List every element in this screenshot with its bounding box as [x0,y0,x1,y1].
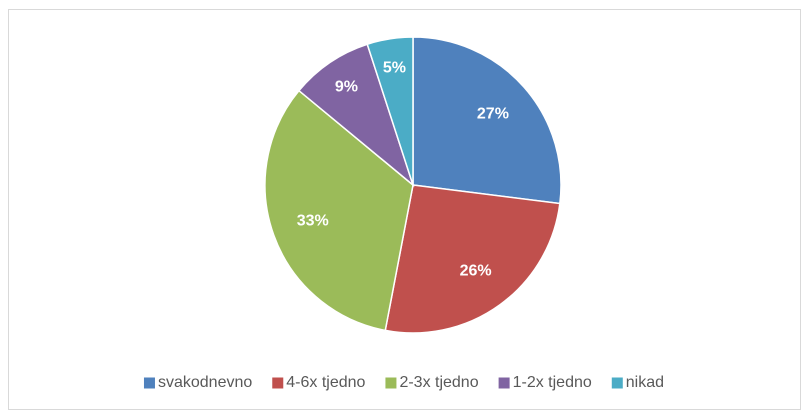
legend-swatch [272,377,284,389]
legend: svakodnevno 4-6x tjedno 2-3x tjedno 1-2x tj… [143,374,664,391]
legend-swatch [498,377,510,389]
legend-swatch [385,377,397,389]
slice-label: 26% [460,262,492,279]
pie-slice [264,89,414,332]
slice-labels: 27% 26% 33% 9% 5% [297,59,509,279]
legend-label: 1-2x tjedno [513,374,592,391]
pie-slice [297,43,415,188]
pie-slice [384,184,561,334]
legend-label: 2-3x tjedno [399,374,478,391]
legend-swatch [143,377,155,389]
pie [264,36,562,334]
legend-label: svakodnevno [158,374,252,391]
pie-slice [412,36,562,205]
legend-swatch [611,377,623,389]
slice-label: 27% [477,106,509,123]
slice-label: 33% [297,212,329,229]
legend-label: nikad [626,374,664,391]
slice-label: 5% [383,59,406,76]
pie-slice [366,36,414,186]
legend-label: 4-6x tjedno [286,374,365,391]
slice-label: 9% [335,78,358,95]
